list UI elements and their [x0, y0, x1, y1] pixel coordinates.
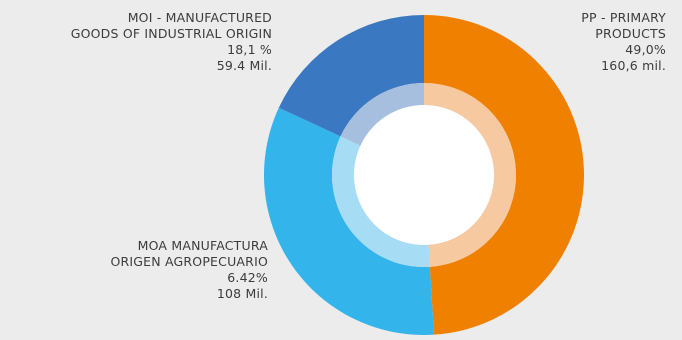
label-pp-line2: PRODUCTS [595, 26, 666, 41]
label-moa-percent: 6.42% [227, 270, 268, 285]
slice-moi [278, 15, 424, 137]
label-pp: PP - PRIMARY PRODUCTS 49,0% 160,6 mil. [581, 10, 666, 74]
label-pp-percent: 49,0% [625, 42, 666, 57]
slice-moa-inner-ring [332, 136, 430, 267]
donut-hole [354, 105, 494, 245]
label-moi-line1: MOI - MANUFACTURED [127, 10, 272, 25]
slice-moi-inner-ring [340, 83, 424, 146]
label-moa-line1: MOA MANUFACTURA [137, 238, 268, 253]
label-moi-line2: GOODS OF INDUSTRIAL ORIGIN [70, 26, 272, 41]
label-pp-amount: 160,6 mil. [601, 58, 666, 73]
slice-moa [263, 107, 435, 335]
label-moa-line2: ORIGEN AGROPECUARIO [110, 254, 268, 269]
label-moi: MOI - MANUFACTURED GOODS OF INDUSTRIAL O… [0, 10, 272, 74]
slice-pp-inner-ring [424, 83, 516, 267]
label-pp-line1: PP - PRIMARY [581, 10, 666, 25]
slice-pp [424, 15, 584, 335]
label-moa: MOA MANUFACTURA ORIGEN AGROPECUARIO 6.42… [0, 238, 268, 302]
label-moi-amount: 59.4 Mil. [216, 58, 272, 73]
label-moi-percent: 18,1 % [227, 42, 272, 57]
label-moa-amount: 108 Mil. [216, 286, 268, 301]
